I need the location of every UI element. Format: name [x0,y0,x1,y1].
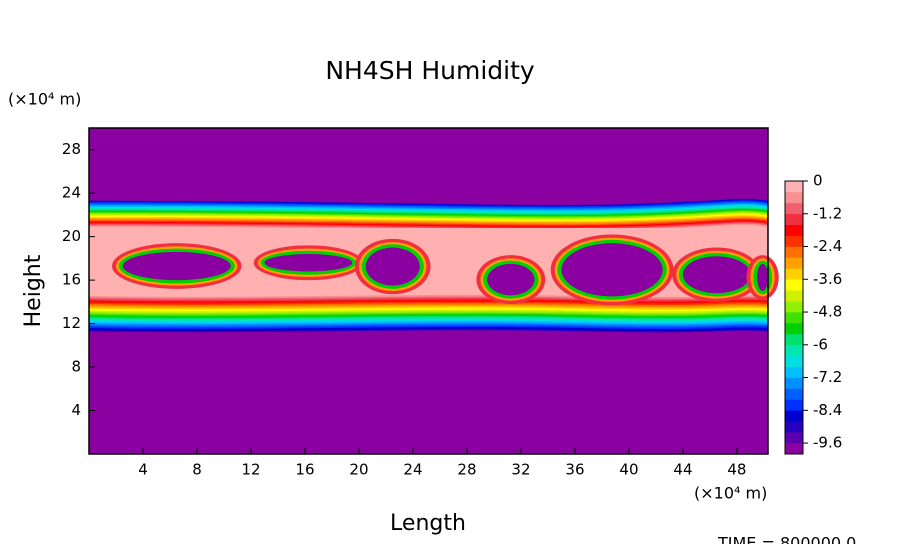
colorbar-swatch [785,432,803,444]
colorbar-swatch [785,301,803,313]
colorbar-swatch [785,410,803,422]
colorbar-swatch [785,235,803,247]
x-tick-label: 48 [727,461,746,479]
colorbar-tick-label: 0 [813,172,823,190]
colorbar-swatch [785,388,803,400]
x-tick-label: 32 [511,461,530,479]
y-tick-label: 8 [71,358,81,376]
y-tick-label: 24 [62,184,81,202]
colorbar-tick-label: -3.6 [813,270,842,288]
colorbar-swatch [785,322,803,335]
x-tick-label: 44 [673,461,692,479]
colorbar-swatch [785,333,803,346]
x-tick-label: 4 [138,461,148,479]
chart-title: NH4SH Humidity [325,56,535,85]
colorbar-tick-label: -7.2 [813,368,842,386]
y-unit: (×10⁴ m) [8,90,81,109]
colorbar-swatch [785,443,803,455]
x-tick-label: 40 [619,461,638,479]
y-axis-label: Height [21,254,46,327]
colorbar-swatch [785,344,803,357]
colorbar-swatch [785,202,803,215]
x-tick-label: 28 [457,461,476,479]
x-tick-label: 16 [295,461,314,479]
x-unit: (×10⁴ m) [694,484,767,503]
colorbar-swatch [785,191,803,204]
plot-frame [88,127,769,455]
colorbar-swatch [785,279,803,291]
colorbar-swatch [785,181,803,193]
colorbar-swatch [785,355,803,367]
x-tick-label: 20 [349,461,368,479]
field-hole [757,263,768,291]
colorbar-swatch [785,213,803,225]
colorbar-swatch [785,224,803,236]
colorbar-tick-label: -9.6 [813,434,842,452]
x-tick-label: 12 [241,461,260,479]
colorbar-swatch [785,312,803,324]
colorbar-swatch [785,399,803,411]
y-tick-label: 4 [71,401,81,419]
field-hole [122,251,231,281]
colorbar-swatch [785,290,803,302]
colorbar-swatch [785,268,803,280]
annotation: TIME = 800000.0 [717,534,856,544]
field-hole [365,247,420,286]
colorbar-swatch [785,421,803,433]
field [89,128,779,454]
y-tick-label: 28 [62,140,81,158]
field-hole [264,254,353,272]
x-tick-label: 36 [565,461,584,479]
field-hole [487,263,535,296]
colorbar-swatch [785,366,803,378]
field-hole [561,243,663,297]
colorbar-tick-label: -8.4 [813,401,842,419]
colorbar-swatch [785,246,803,258]
x-axis-label: Length [390,511,466,536]
y-tick-label: 20 [62,227,81,245]
colorbar-tick-label: -2.4 [813,237,842,255]
colorbar-tick-label: -1.2 [813,204,842,222]
colorbar-swatch [785,377,803,389]
colorbar-tick-label: -4.8 [813,303,842,321]
y-tick-label: 16 [62,271,81,289]
x-tick-label: 24 [403,461,422,479]
field-hole [682,256,751,294]
y-tick-label: 12 [62,314,81,332]
colorbar-swatch [785,257,803,269]
colorbar-tick-label: -6 [813,335,828,353]
colorbar-frame [784,180,804,455]
x-tick-label: 8 [192,461,202,479]
